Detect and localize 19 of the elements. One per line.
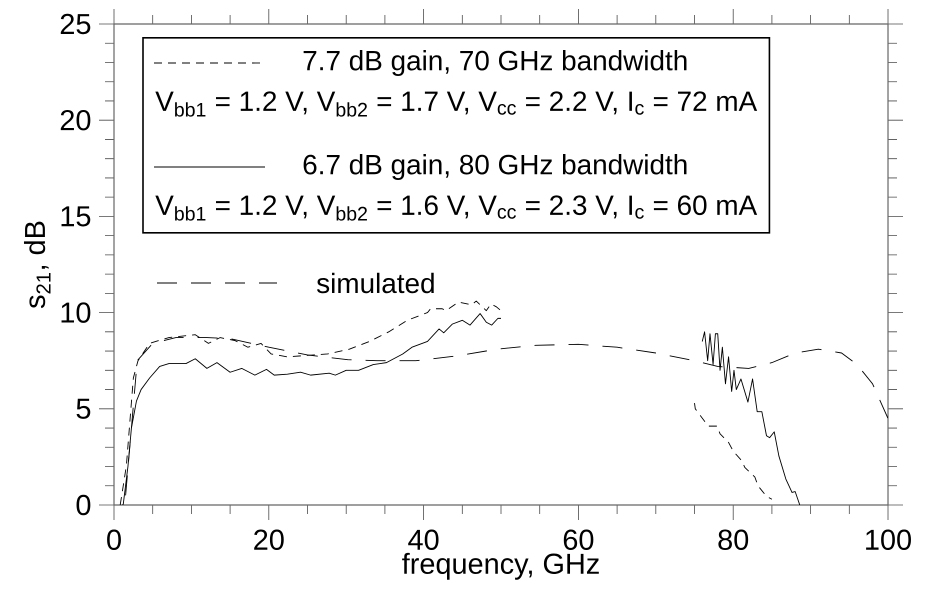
x-tick-label: 0 [107,530,121,550]
legend-label: 7.7 dB gain, 70 GHz bandwidth [304,50,686,76]
x-tick-label: 60 [564,530,594,550]
x-axis-title: frequency, GHz [402,552,599,580]
y-axis-title: s$_{21}$, dB [24,222,51,308]
y-tick-label: 10 [62,302,90,323]
y-tick-label: 25 [60,14,90,34]
legend-label: simulated [316,272,434,294]
y-tick-label: 5 [76,398,90,419]
x-tick-label: 20 [254,530,284,550]
y-tick-label: 0 [76,494,90,516]
y-tick-label: 20 [60,110,90,130]
y-tick-label: 15 [62,206,90,226]
text: V$_{bb1}$ = 1.2 V, V$_{bb2}$ = 1.7 V, V$_{cc}$ = 2.2 V, I$_{c}$ = 72 mA [155,91,758,117]
x-tick-label: 100 [866,530,911,550]
legend-label: 6.7 dB gain, 80 GHz bandwidth [304,154,686,180]
text: V$_{bb1}$ = 1.2 V, V$_{bb2}$ = 1.6 V, V$_{cc}$ = 2.3 V, I$_{c}$ = 60 mA [155,195,758,221]
x-tick-label: 80 [718,530,748,550]
x-tick-label: 40 [408,530,439,550]
